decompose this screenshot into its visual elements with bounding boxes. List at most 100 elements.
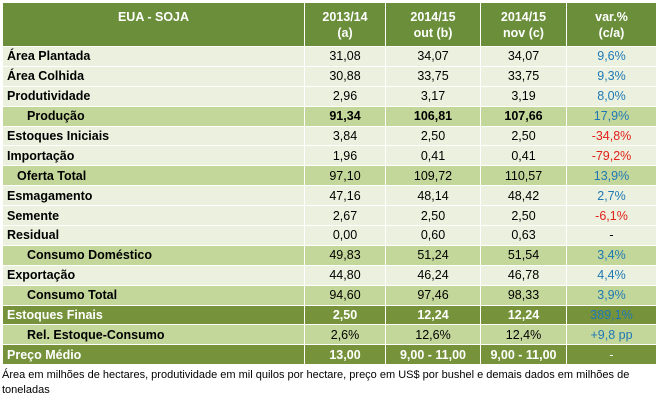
table-row: Consumo Doméstico 49,83 51,24 51,54 3,4% [2, 244, 657, 266]
table-header-row: EUA - SOJA 2013/14 (a) 2014/15 out (b) 201… [2, 2, 657, 47]
row-label: Consumo Doméstico [2, 244, 305, 266]
row-label: Estoques Iniciais [2, 125, 305, 147]
cell-variation: 8,0% [566, 85, 657, 107]
cell-2014-15-out: 46,24 [385, 264, 481, 286]
cell-variation: 4,4% [566, 264, 657, 286]
cell-2013-14: 97,10 [304, 165, 386, 187]
table-row: Oferta Total 97,10 109,72 110,57 13,9% [2, 165, 657, 187]
column-header-line: nov (c) [503, 25, 544, 40]
cell-variation: 9,3% [566, 65, 657, 87]
row-label: Produtividade [2, 85, 305, 107]
usa-soy-balance-table: EUA - SOJA 2013/14 (a) 2014/15 out (b) 201… [2, 2, 657, 366]
table-row: Área Colhida 30,88 33,75 33,75 9,3% [2, 65, 657, 87]
cell-2014-15-nov: 33,75 [480, 65, 567, 87]
cell-variation: - [566, 225, 657, 246]
cell-2014-15-out: 9,00 - 11,00 [385, 344, 481, 366]
cell-2014-15-out: 33,75 [385, 65, 481, 87]
cell-2014-15-nov: 34,07 [480, 46, 567, 67]
cell-2014-15-out: 12,6% [385, 324, 481, 346]
row-label: Rel. Estoque-Consumo [2, 324, 305, 346]
cell-2013-14: 1,96 [304, 145, 386, 167]
table-row: Rel. Estoque-Consumo 2,6% 12,6% 12,4% +9… [2, 324, 657, 346]
column-header-variation: var.% (c/a) [566, 2, 657, 47]
cell-2014-15-nov: 107,66 [480, 105, 567, 127]
column-header-2013-14: 2013/14 (a) [304, 2, 386, 47]
cell-variation: -6,1% [566, 205, 657, 227]
cell-2014-15-nov: 12,4% [480, 324, 567, 346]
cell-2014-15-nov: 2,50 [480, 125, 567, 147]
cell-2013-14: 44,80 [304, 264, 386, 286]
table-title: EUA - SOJA [2, 2, 305, 47]
row-label: Preço Médio [2, 344, 305, 366]
cell-2013-14: 30,88 [304, 65, 386, 87]
cell-2013-14: 2,67 [304, 205, 386, 227]
row-label: Exportação [2, 264, 305, 286]
cell-2014-15-nov: 12,24 [480, 304, 567, 326]
table-row: Semente 2,67 2,50 2,50 -6,1% [2, 205, 657, 227]
column-header-2014-15-out: 2014/15 out (b) [385, 2, 481, 47]
cell-variation: +9,8 pp [566, 324, 657, 346]
table-row: Esmagamento 47,16 48,14 48,42 2,7% [2, 185, 657, 207]
row-label: Importação [2, 145, 305, 167]
column-header-line: 2013/14 [322, 9, 368, 24]
cell-2014-15-nov: 0,41 [480, 145, 567, 167]
cell-2014-15-out: 48,14 [385, 185, 481, 207]
cell-2014-15-out: 3,17 [385, 85, 481, 107]
cell-2014-15-nov: 46,78 [480, 264, 567, 286]
cell-2014-15-out: 51,24 [385, 244, 481, 266]
cell-2014-15-out: 12,24 [385, 304, 481, 326]
cell-variation: -79,2% [566, 145, 657, 167]
cell-2014-15-out: 0,41 [385, 145, 481, 167]
table-row: Área Plantada 31,08 34,07 34,07 9,6% [2, 46, 657, 67]
column-header-line: 2014/15 [500, 9, 547, 24]
cell-2013-14: 47,16 [304, 185, 386, 207]
cell-2014-15-nov: 98,33 [480, 284, 567, 306]
cell-2014-15-out: 2,50 [385, 125, 481, 147]
cell-variation: 3,9% [566, 284, 657, 306]
cell-2014-15-out: 97,46 [385, 284, 481, 306]
cell-2013-14: 31,08 [304, 46, 386, 67]
cell-2013-14: 94,60 [304, 284, 386, 306]
cell-2013-14: 2,6% [304, 324, 386, 346]
cell-2013-14: 2,50 [304, 304, 386, 326]
cell-2014-15-nov: 9,00 - 11,00 [480, 344, 567, 366]
cell-2014-15-nov: 3,19 [480, 85, 567, 107]
row-label: Área Plantada [2, 46, 305, 67]
column-header-line: (a) [337, 25, 353, 40]
cell-variation: 3,4% [566, 244, 657, 266]
column-header-line: (c/a) [598, 25, 625, 40]
table-row: Preço Médio 13,00 9,00 - 11,00 9,00 - 11… [2, 344, 657, 366]
table-row: Produção 91,34 106,81 107,66 17,9% [2, 105, 657, 127]
cell-variation: 2,7% [566, 185, 657, 207]
cell-2014-15-nov: 0,63 [480, 225, 567, 246]
cell-variation: 9,6% [566, 46, 657, 67]
row-label: Consumo Total [2, 284, 305, 306]
table-row: Exportação 44,80 46,24 46,78 4,4% [2, 264, 657, 286]
column-header-line: var.% [595, 9, 628, 24]
row-label: Área Colhida [2, 65, 305, 87]
cell-2013-14: 2,96 [304, 85, 386, 107]
cell-variation: - [566, 344, 657, 366]
cell-2014-15-nov: 48,42 [480, 185, 567, 207]
cell-2014-15-out: 109,72 [385, 165, 481, 187]
cell-variation: -34,8% [566, 125, 657, 147]
cell-variation: 13,9% [566, 165, 657, 187]
cell-2014-15-out: 0,60 [385, 225, 481, 246]
cell-2013-14: 3,84 [304, 125, 386, 147]
row-label: Estoques Finais [2, 304, 305, 326]
cell-2013-14: 91,34 [304, 105, 386, 127]
cell-2014-15-nov: 51,54 [480, 244, 567, 266]
column-header-2014-15-nov: 2014/15 nov (c) [480, 2, 567, 47]
row-label: Oferta Total [2, 165, 305, 187]
row-label: Semente [2, 205, 305, 227]
soy-table-container: EUA - SOJA 2013/14 (a) 2014/15 out (b) 201… [2, 2, 657, 398]
row-label: Esmagamento [2, 185, 305, 207]
cell-2014-15-nov: 2,50 [480, 205, 567, 227]
cell-2014-15-out: 2,50 [385, 205, 481, 227]
cell-2014-15-nov: 110,57 [480, 165, 567, 187]
cell-2014-15-out: 34,07 [385, 46, 481, 67]
cell-2013-14: 13,00 [304, 344, 386, 366]
cell-variation: 17,9% [566, 105, 657, 127]
column-header-line: 2014/15 [410, 9, 456, 24]
table-row: Consumo Total 94,60 97,46 98,33 3,9% [2, 284, 657, 306]
